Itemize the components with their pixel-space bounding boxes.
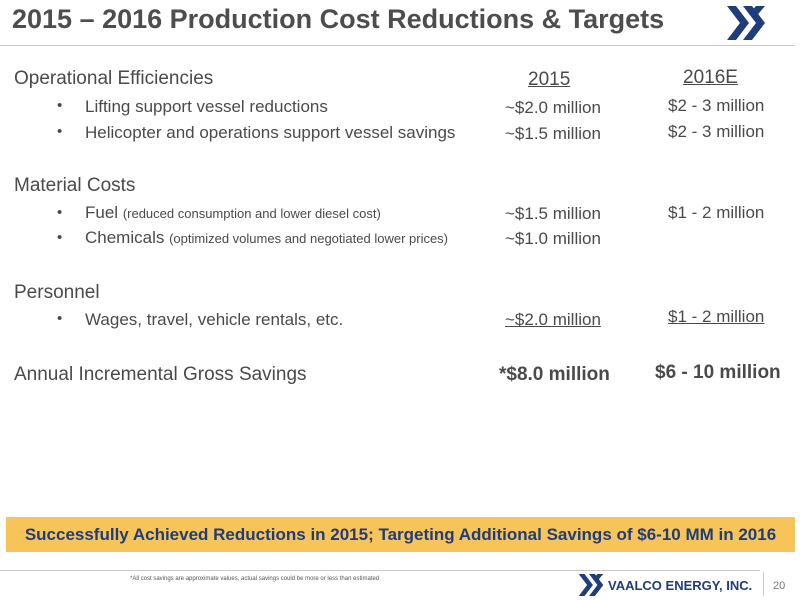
item-chemicals: Chemicals (optimized volumes and negotia… <box>85 228 448 248</box>
item-note-fuel: (reduced consumption and lower diesel co… <box>122 206 381 221</box>
bullet-icon: • <box>57 123 63 140</box>
summary-banner: Successfully Achieved Reductions in 2015… <box>6 517 795 552</box>
total-2015-value: *$8.0 million <box>499 364 610 385</box>
value-2015-fuel: ~$1.5 million <box>505 204 601 223</box>
page-title: 2015 – 2016 Production Cost Reductions &… <box>12 4 665 34</box>
section-heading-operational-efficiencies: Operational Efficiencies <box>14 68 214 89</box>
section-heading-personnel: Personnel <box>14 282 100 303</box>
section-heading-material-costs: Material Costs <box>14 175 136 196</box>
total-label: Annual Incremental Gross Savings <box>14 364 307 385</box>
total-2016-value: $6 - 10 million <box>655 362 781 383</box>
vaalco-logo-icon <box>727 6 765 40</box>
item-label-lifting-vessel: Lifting support vessel reductions <box>85 97 328 116</box>
item-label-fuel: Fuel <box>85 203 119 222</box>
item-label-wages: Wages, travel, vehicle rentals, etc. <box>85 310 344 329</box>
value-2016-wages: $1 - 2 million <box>668 307 765 326</box>
item-note-chemicals: (optimized volumes and negotiated lower … <box>169 231 449 246</box>
bullet-icon: • <box>57 97 63 114</box>
company-name: VAALCO ENERGY, INC. <box>608 578 753 593</box>
page-number: 20 <box>773 580 786 592</box>
column-header-2015: 2015 <box>528 69 571 90</box>
footer-divider <box>0 570 760 571</box>
value-2015-helicopter-savings: ~$1.5 million <box>505 124 601 143</box>
value-2015-chemicals: ~$1.0 million <box>505 229 601 248</box>
value-2016-lifting-vessel: $2 - 3 million <box>668 96 765 115</box>
value-2015-wages: ~$2.0 million <box>505 310 601 329</box>
value-2016-fuel: $1 - 2 million <box>668 203 765 222</box>
value-2016-helicopter-savings: $2 - 3 million <box>668 122 765 141</box>
item-label-chemicals: Chemicals <box>85 228 165 247</box>
summary-banner-text: Successfully Achieved Reductions in 2015… <box>24 524 777 544</box>
footer-separator <box>763 572 764 596</box>
footnote: *All cost savings are approximate values… <box>130 576 380 582</box>
header-divider <box>0 45 795 46</box>
vaalco-footer-logo-icon <box>578 574 604 596</box>
bullet-icon: • <box>57 310 63 327</box>
value-2015-lifting-vessel: ~$2.0 million <box>505 98 601 117</box>
item-label-helicopter-savings: Helicopter and operations support vessel… <box>85 123 456 142</box>
item-fuel: Fuel (reduced consumption and lower dies… <box>85 203 381 223</box>
column-header-2016e: 2016E <box>683 67 738 88</box>
bullet-icon: • <box>57 229 63 246</box>
bullet-icon: • <box>57 204 63 221</box>
